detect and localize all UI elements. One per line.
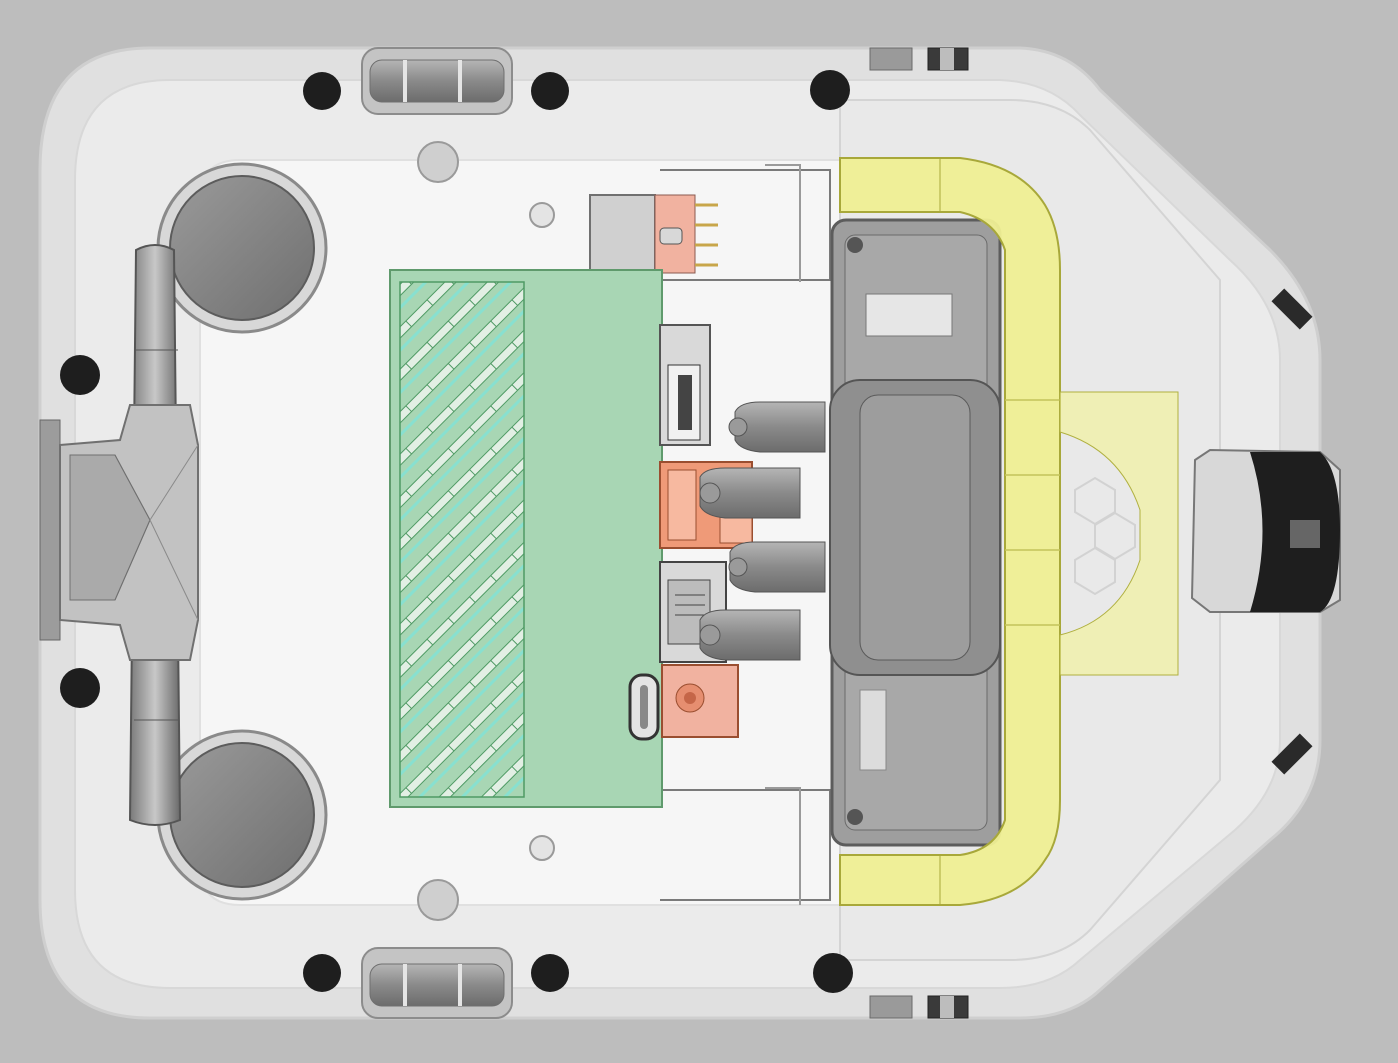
clip-bottom-right — [869, 995, 969, 1019]
compute-board — [389, 269, 663, 808]
wheel-bottom — [156, 729, 328, 901]
bottom-clip — [361, 947, 513, 1019]
honeycomb-vent — [1074, 476, 1136, 596]
usb-c-port-icon — [628, 673, 660, 741]
caster — [1190, 448, 1341, 613]
posts — [699, 401, 826, 661]
header-connector — [589, 194, 718, 274]
top-clip — [361, 47, 513, 115]
battery-pack — [829, 218, 1002, 847]
hdmi-port-icon — [659, 324, 711, 446]
clip-top-right — [869, 47, 969, 71]
power-jack — [661, 664, 739, 738]
left-axle — [39, 244, 199, 826]
side-clips — [1271, 288, 1313, 775]
yellow-bumper — [839, 157, 1179, 906]
mounting-hole-icon — [60, 70, 853, 993]
wheel-top — [156, 162, 328, 334]
small-bosses — [417, 141, 555, 921]
heatsink-fins-icon — [399, 281, 525, 798]
